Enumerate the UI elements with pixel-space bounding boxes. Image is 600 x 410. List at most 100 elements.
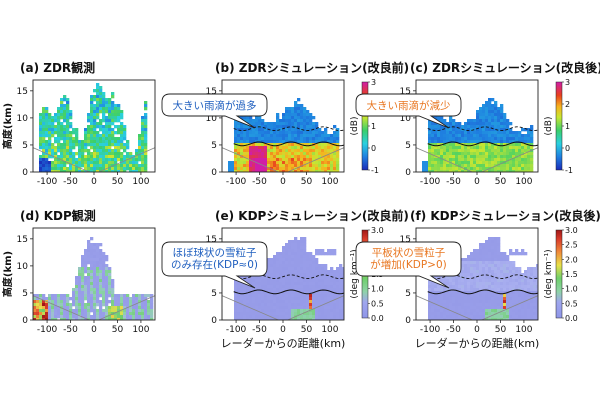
data-cell [431, 315, 435, 319]
data-cell [467, 312, 471, 316]
data-cell [452, 152, 456, 156]
data-cell [243, 128, 247, 132]
data-cell [276, 164, 280, 168]
data-cell [452, 300, 456, 304]
data-cell [521, 146, 525, 150]
data-cell [512, 261, 516, 265]
data-cell [297, 110, 301, 114]
data-cell [297, 276, 301, 280]
data-cell [39, 306, 43, 310]
data-cell [470, 122, 474, 126]
data-cell [455, 288, 459, 292]
data-cell [48, 297, 52, 301]
data-cell [78, 294, 82, 298]
data-cell [494, 155, 498, 159]
data-cell [440, 315, 444, 319]
data-cell [93, 119, 97, 123]
data-cell [303, 252, 307, 256]
data-cell [75, 279, 79, 283]
data-cell [90, 128, 94, 132]
data-cell [96, 104, 100, 108]
data-cell [123, 134, 127, 138]
data-cell [288, 300, 292, 304]
data-cell [246, 312, 250, 316]
data-cell [75, 309, 79, 313]
data-cell [533, 276, 537, 280]
data-cell [431, 312, 435, 316]
data-cell [497, 264, 501, 268]
data-cell [473, 276, 477, 280]
data-cell [491, 170, 495, 172]
data-cell [434, 291, 438, 295]
data-cell [267, 288, 271, 292]
data-cell [261, 134, 265, 138]
data-cell [512, 161, 516, 165]
data-cell [431, 170, 435, 172]
data-cell [102, 98, 106, 102]
data-cell [108, 161, 112, 165]
data-cell [303, 243, 307, 247]
data-cell [255, 146, 259, 150]
data-cell [506, 318, 510, 320]
data-cell [111, 294, 115, 298]
data-cell [467, 155, 471, 159]
data-cell [129, 309, 133, 313]
data-cell [452, 309, 456, 313]
data-cell [461, 288, 465, 292]
data-cell [524, 306, 528, 310]
data-cell [437, 155, 441, 159]
data-cell [60, 294, 64, 298]
data-cell [234, 149, 238, 153]
data-cell [318, 300, 322, 304]
data-cell [75, 288, 79, 292]
data-cell [96, 315, 100, 319]
data-cell [452, 297, 456, 301]
data-cell [467, 264, 471, 268]
data-cell [461, 294, 465, 298]
data-cell [458, 291, 462, 295]
data-cell [506, 264, 510, 268]
data-cell [270, 258, 274, 262]
data-cell [246, 318, 250, 320]
data-cell [497, 309, 501, 313]
data-cell [428, 170, 432, 172]
data-cell [527, 276, 531, 280]
data-cell [467, 122, 471, 126]
data-cell [261, 125, 265, 129]
data-cell [54, 170, 58, 172]
data-cell [48, 134, 52, 138]
data-cell [252, 282, 256, 286]
data-cell [42, 107, 46, 111]
data-cell [500, 300, 504, 304]
data-cell [261, 161, 265, 165]
data-cell [443, 122, 447, 126]
data-cell [273, 122, 277, 126]
data-cell [503, 318, 507, 320]
data-cell [75, 315, 79, 319]
data-cell [500, 282, 504, 286]
data-cell [476, 282, 480, 286]
data-cell [285, 170, 289, 172]
data-cell [497, 279, 501, 283]
data-cell [69, 309, 73, 313]
data-cell [521, 128, 525, 132]
colorbar-tick-label: 3 [371, 78, 376, 87]
callout-text: 大きい雨滴が減少 [367, 99, 451, 112]
data-cell [479, 113, 483, 117]
data-cell [297, 128, 301, 132]
data-cell [506, 300, 510, 304]
data-cell [93, 303, 97, 307]
data-cell [54, 318, 58, 320]
data-cell [458, 128, 462, 132]
data-cell [132, 158, 136, 162]
x-tick-label: 0 [474, 325, 480, 335]
data-cell [518, 164, 522, 168]
data-cell [309, 128, 313, 132]
data-cell [102, 95, 106, 99]
data-cell [467, 306, 471, 310]
data-cell [494, 273, 498, 277]
data-cell [515, 146, 519, 150]
data-cell [488, 267, 492, 271]
data-cell [123, 155, 127, 159]
data-cell [303, 119, 307, 123]
